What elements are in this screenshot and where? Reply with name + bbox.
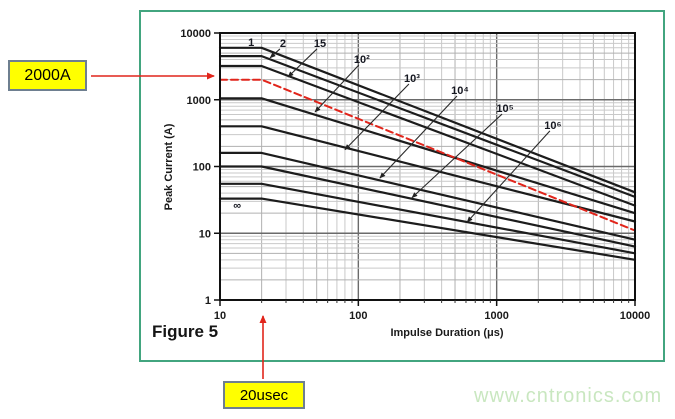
x-tick-label: 10000 bbox=[620, 310, 651, 322]
curve-impulses-1e6 bbox=[218, 182, 637, 255]
curve-leader-impulses-1e2 bbox=[314, 64, 360, 113]
curve-impulses-2 bbox=[218, 55, 637, 198]
y-tick-label: 10000 bbox=[180, 28, 211, 40]
curve-impulses-1 bbox=[218, 46, 637, 194]
curve-labels: 1 2 15 10² 10³ 10⁴ 10⁵ 10⁶ ∞ bbox=[233, 37, 562, 223]
curve-impulses-1e5 bbox=[218, 165, 637, 248]
curve-impulses-15 bbox=[218, 64, 637, 207]
x-axis-title: Impulse Duration (μs) bbox=[390, 327, 503, 339]
y-axis-title: Peak Current (A) bbox=[163, 123, 175, 210]
curve-impulses-1e2 bbox=[218, 97, 637, 215]
curve-leader-impulses-1e6 bbox=[466, 130, 551, 223]
curve-leader-impulses-1e5 bbox=[411, 113, 503, 199]
curve-label-impulses-1: 1 bbox=[248, 37, 254, 49]
curve-label-impulses-1e5: 10⁵ bbox=[496, 103, 513, 115]
y-tick-label: 100 bbox=[193, 162, 211, 174]
y-tick-label: 1 bbox=[205, 295, 211, 307]
x-tick-label: 100 bbox=[349, 310, 367, 322]
curve-label-impulses-1e4: 10⁴ bbox=[451, 85, 469, 97]
callout-2000a-text: 2000A bbox=[24, 66, 71, 84]
curve-label-impulses-15: 15 bbox=[314, 38, 326, 50]
watermark: www.cntronics.com bbox=[474, 385, 663, 407]
x-tick-label: 10 bbox=[214, 310, 226, 322]
curve-impulses-1e4 bbox=[218, 151, 637, 241]
callout-20usec-text: 20usec bbox=[239, 386, 289, 404]
curve-label-impulses-1e3: 10³ bbox=[404, 73, 420, 85]
y-tick-label: 10 bbox=[199, 228, 211, 240]
curve-leader-impulses-1e3 bbox=[344, 83, 410, 151]
curve-leader-impulses-1e4 bbox=[379, 95, 458, 179]
curve-label-impulses-1e6: 10⁶ bbox=[544, 120, 561, 132]
figure-label: Figure 5 bbox=[152, 322, 219, 341]
y-tick-label: 1000 bbox=[187, 95, 211, 107]
callout-20usec: 20usec bbox=[223, 381, 305, 409]
curve-impulses-infinite bbox=[218, 197, 637, 261]
callout-2000a: 2000A bbox=[8, 60, 87, 91]
curve-label-impulses-1e2: 10² bbox=[354, 54, 370, 66]
curve-impulses-1e3 bbox=[218, 125, 637, 223]
curve-leader-impulses-15 bbox=[287, 48, 318, 78]
curve-label-impulses-infinite: ∞ bbox=[233, 200, 241, 212]
curve-label-impulses-2: 2 bbox=[280, 38, 286, 50]
x-tick-label: 1000 bbox=[484, 310, 508, 322]
curve-highlighted-rating-2000A bbox=[219, 78, 636, 232]
curve-leader-impulses-2 bbox=[269, 48, 281, 59]
